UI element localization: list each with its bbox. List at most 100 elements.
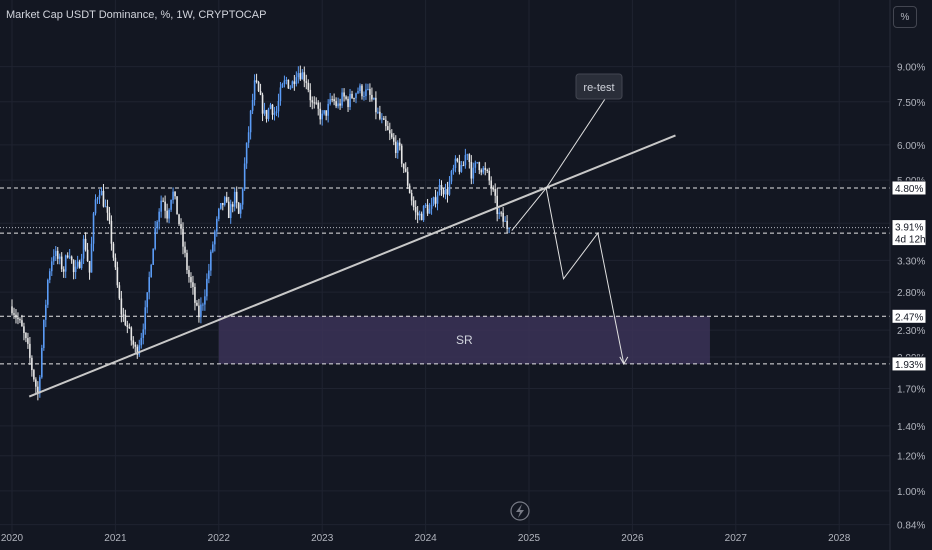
y-tick-label: 7.50% — [897, 98, 925, 109]
x-tick-label: 2023 — [311, 533, 334, 544]
candle-body — [329, 99, 331, 104]
candle-body — [128, 327, 131, 329]
projection-path[interactable] — [511, 186, 625, 364]
candle-body — [212, 244, 214, 252]
candle-body — [464, 155, 467, 166]
candle-body — [104, 206, 107, 208]
candle-body — [247, 132, 250, 143]
candle-body — [37, 386, 39, 394]
unit-button[interactable]: % — [893, 6, 917, 28]
candle-body — [494, 189, 496, 196]
candle-body — [82, 238, 85, 259]
candle-body — [110, 220, 113, 244]
candle-body — [490, 180, 493, 189]
candle-body — [180, 224, 182, 229]
candle-body — [275, 111, 278, 114]
candle-body — [221, 203, 224, 205]
candle-body — [84, 238, 87, 250]
candle-body — [138, 345, 141, 355]
candle-body — [379, 111, 381, 119]
candle-body — [162, 200, 164, 202]
lightning-icon[interactable] — [510, 501, 530, 521]
candle-body — [257, 82, 260, 92]
candle-body — [239, 204, 242, 214]
candle-body — [369, 88, 371, 95]
candle-body — [124, 314, 127, 326]
candle-body — [74, 266, 77, 273]
candle-body — [210, 251, 212, 271]
candle-body — [182, 228, 184, 247]
candle-body — [357, 91, 359, 94]
candle-body — [460, 165, 463, 172]
candle-body — [154, 228, 156, 249]
candle-body — [361, 85, 363, 97]
candle-body — [363, 96, 365, 98]
annotation-box — [575, 73, 623, 100]
candle-body — [225, 197, 228, 202]
y-tick-label: 3.30% — [897, 256, 925, 267]
candle-body — [202, 304, 204, 306]
candle-body — [325, 110, 327, 116]
candle-body — [148, 277, 151, 293]
candle-body — [235, 191, 238, 203]
candle-body — [321, 113, 323, 120]
candle-body — [100, 190, 103, 196]
candle-body — [476, 162, 479, 164]
candle-body — [271, 104, 274, 115]
sr-zone[interactable] — [218, 316, 710, 364]
trendline[interactable] — [28, 134, 676, 398]
candle-body — [351, 93, 353, 99]
candle-body — [319, 108, 322, 120]
candle-body — [54, 250, 57, 257]
candle-body — [299, 73, 302, 80]
candle-body — [273, 113, 276, 115]
candle-body — [11, 306, 13, 314]
candle-body — [498, 212, 500, 214]
sr-zone-label: SR — [456, 333, 473, 347]
candle-body — [287, 79, 290, 89]
candle-body — [279, 87, 282, 102]
candle-body — [60, 256, 63, 270]
candle-body — [31, 357, 33, 371]
candle-body — [25, 332, 27, 339]
candle-body — [198, 305, 200, 318]
candle-body — [281, 84, 284, 88]
candle-body — [285, 79, 288, 81]
candle-body — [474, 162, 477, 168]
level-price-tag-3: 1.93% — [891, 356, 927, 372]
candle-body — [142, 329, 145, 338]
candle-body — [102, 190, 105, 207]
candle-body — [160, 200, 162, 212]
chart-title: Market Cap USDT Dominance, %, 1W, CRYPTO… — [6, 9, 267, 21]
candle-body — [206, 278, 208, 297]
candle-body — [19, 319, 21, 321]
candle-body — [359, 85, 361, 92]
candle-body — [317, 102, 320, 109]
y-tick-label: 1.20% — [897, 452, 925, 463]
y-tick-label: 1.00% — [897, 487, 925, 498]
candle-body — [259, 91, 262, 95]
candle-body — [56, 250, 59, 259]
candle-body — [58, 256, 61, 259]
candle-body — [243, 163, 246, 190]
candle-body — [315, 102, 318, 104]
candle-body — [430, 204, 433, 209]
candle-body — [152, 248, 154, 265]
candle-body — [114, 257, 117, 268]
candle-body — [283, 80, 286, 85]
candle-body — [371, 94, 373, 100]
candle-body — [414, 207, 417, 213]
candle-body — [21, 320, 23, 327]
candle-body — [178, 214, 180, 225]
candle-body — [436, 195, 439, 204]
candle-body — [231, 204, 234, 207]
candle-body — [263, 110, 266, 114]
candle-body — [390, 133, 393, 138]
candle-body — [106, 206, 109, 213]
candle-body — [394, 141, 397, 153]
candle-body — [233, 191, 236, 207]
annotation-retest[interactable]: re-test — [575, 73, 623, 100]
candle-body — [144, 307, 147, 330]
candle-body — [343, 92, 345, 97]
